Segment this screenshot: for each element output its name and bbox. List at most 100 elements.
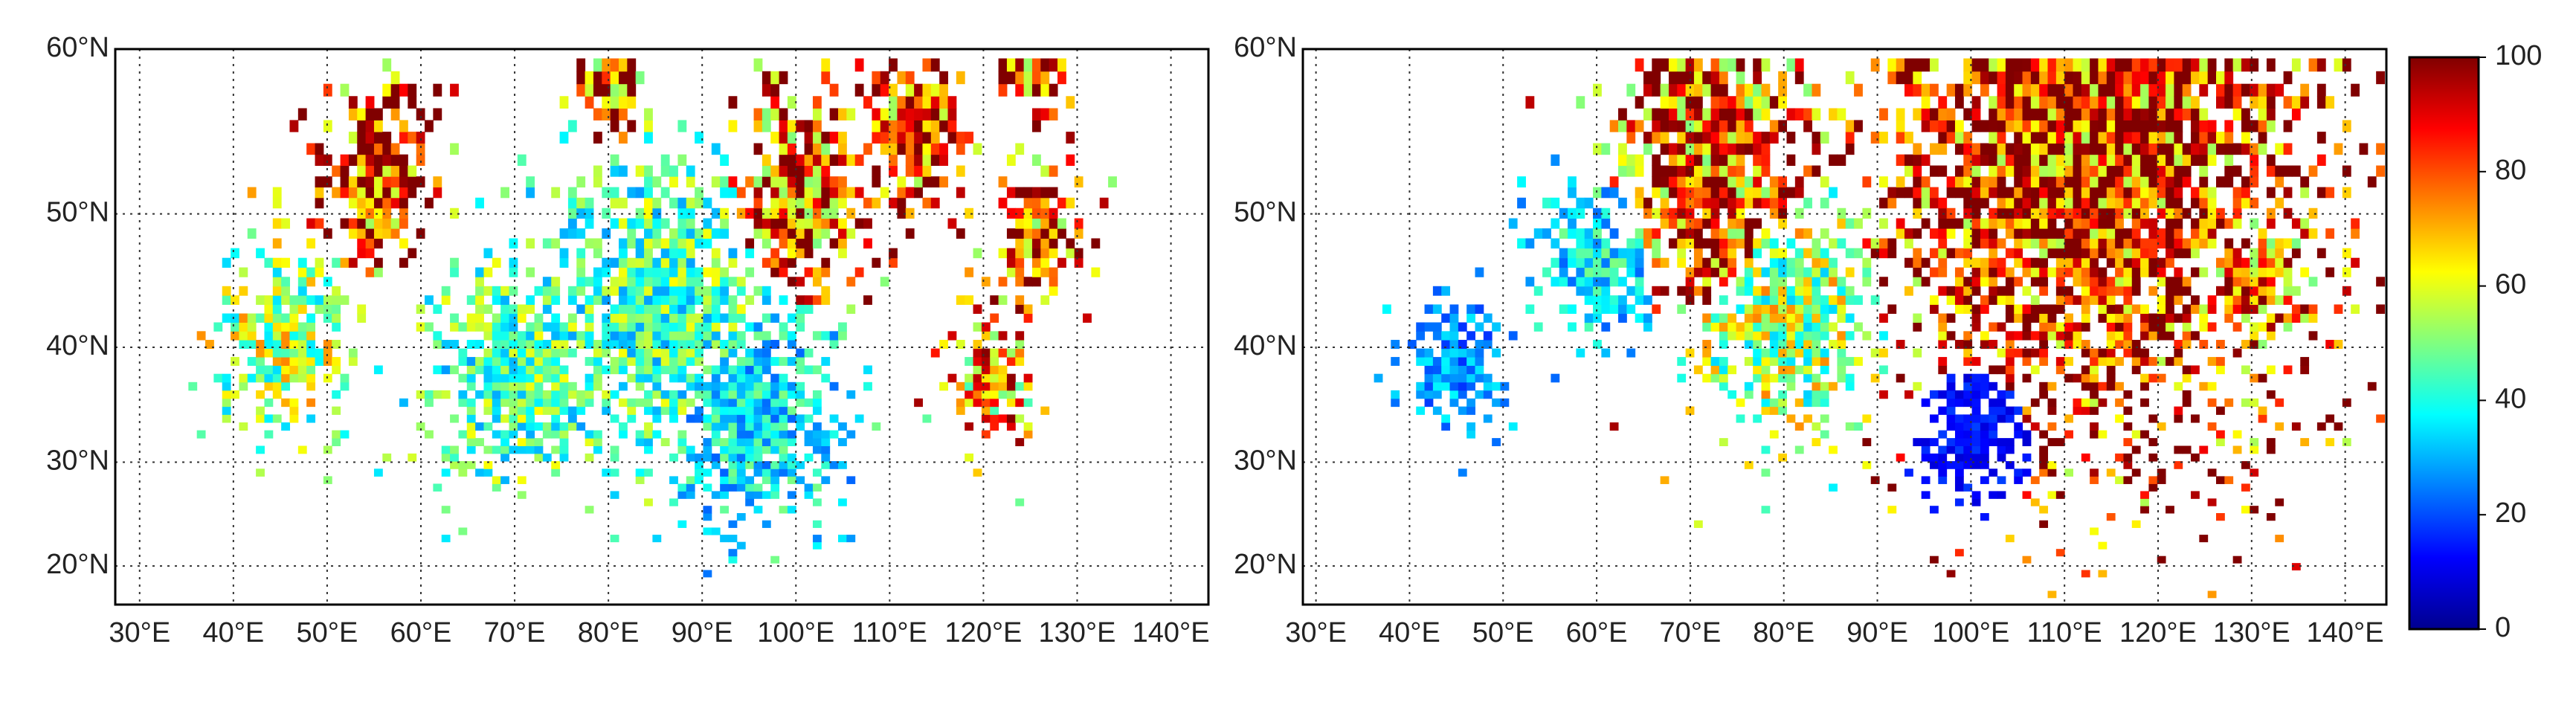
heat-cell	[787, 476, 796, 484]
heat-cell	[1542, 228, 1551, 239]
heat-cell	[1710, 143, 1720, 155]
heat-cell	[745, 430, 755, 439]
heat-cell	[408, 453, 417, 462]
heat-cell	[1040, 187, 1050, 199]
heat-cell	[720, 506, 730, 514]
heat-cell	[2250, 468, 2259, 477]
heat-cell	[2131, 132, 2141, 144]
heat-cell	[736, 357, 746, 366]
heat-cell	[880, 187, 889, 199]
heat-cell	[981, 331, 991, 341]
heat-cell	[2073, 71, 2082, 85]
heat-cell	[644, 398, 653, 408]
heat-cell	[1736, 120, 1745, 132]
heat-cell	[1954, 483, 1964, 492]
heat-cell	[1618, 257, 1627, 268]
heat-cell	[2005, 228, 2015, 239]
heat-cell	[796, 176, 805, 188]
heat-cell	[610, 331, 619, 341]
heat-cell	[1963, 228, 1973, 239]
heat-cell	[1812, 143, 1821, 155]
heat-cell	[1989, 340, 1998, 350]
heat-cell	[517, 154, 527, 167]
heat-cell	[2232, 295, 2242, 305]
heat-cell	[1668, 187, 1678, 199]
heat-cell	[416, 154, 425, 167]
heat-cell	[981, 390, 991, 399]
heat-cell	[264, 414, 274, 423]
heat-cell	[567, 322, 577, 332]
heat-cell	[1980, 257, 1989, 268]
heat-cell	[1803, 313, 1812, 323]
heat-cell	[1066, 197, 1075, 209]
heat-cell	[812, 295, 822, 305]
heat-cell	[761, 357, 771, 366]
heat-cell	[669, 398, 678, 408]
heat-cell	[796, 197, 805, 209]
heat-cell	[1761, 108, 1771, 120]
heat-cell	[627, 96, 637, 109]
heat-cell	[1971, 197, 1981, 209]
heat-cell	[1954, 461, 1964, 469]
heat-cell	[703, 218, 712, 229]
heat-cell	[2191, 154, 2200, 167]
heat-cell	[593, 430, 602, 439]
heat-cell	[2148, 71, 2158, 85]
heat-cell	[559, 322, 569, 332]
heat-cell	[475, 468, 484, 477]
heat-cell	[2199, 58, 2209, 72]
heat-cell	[2131, 238, 2141, 249]
heat-cell	[559, 365, 569, 375]
heat-cell	[652, 277, 662, 287]
heat-cell	[551, 322, 561, 332]
heat-cell	[567, 187, 577, 199]
heat-cell	[720, 483, 730, 492]
heat-cell	[365, 176, 375, 188]
heat-cell	[2166, 357, 2174, 366]
heat-cell	[2232, 248, 2242, 259]
heat-cell	[787, 453, 796, 462]
heat-cell	[1685, 406, 1695, 415]
heat-cell	[1963, 398, 1973, 408]
heat-cell	[2039, 120, 2049, 132]
heat-cell	[2030, 498, 2040, 506]
heat-cell	[1693, 165, 1703, 177]
heat-cell	[981, 398, 991, 408]
heat-cell	[2073, 83, 2082, 97]
heat-cell	[627, 277, 637, 287]
heat-cell	[2266, 286, 2276, 296]
heat-cell	[2123, 422, 2133, 431]
heat-cell	[2232, 207, 2242, 219]
heat-cell	[2216, 286, 2225, 296]
heat-cell	[1031, 108, 1041, 120]
heat-cell	[526, 390, 535, 399]
heat-cell	[1879, 277, 1888, 287]
heat-cell	[1719, 340, 1728, 350]
heat-cell	[1786, 348, 1796, 358]
heat-cell	[373, 257, 383, 268]
heat-cell	[779, 398, 788, 408]
heat-cell	[1031, 267, 1041, 277]
heat-cell	[1778, 207, 1787, 219]
heat-cell	[222, 373, 231, 383]
heat-cell	[2106, 304, 2116, 315]
heat-cell	[1416, 381, 1426, 391]
heat-cell	[905, 83, 915, 97]
heat-cell	[466, 322, 476, 332]
heat-cell	[796, 295, 805, 305]
heat-cell	[2207, 218, 2217, 229]
heat-cell	[914, 154, 923, 167]
heat-cell	[1946, 228, 1956, 239]
heat-cell	[458, 322, 468, 332]
heat-cell	[965, 390, 974, 399]
heat-cell	[779, 331, 788, 341]
heat-cell	[2232, 197, 2242, 209]
heat-cell	[1989, 422, 1998, 431]
heat-cell	[796, 277, 805, 287]
heat-cell	[1989, 257, 1998, 268]
heat-cell	[2047, 267, 2057, 277]
heat-cell	[728, 187, 738, 199]
heat-cell	[1635, 120, 1644, 132]
heat-cell	[644, 248, 653, 259]
heat-cell	[652, 406, 662, 415]
